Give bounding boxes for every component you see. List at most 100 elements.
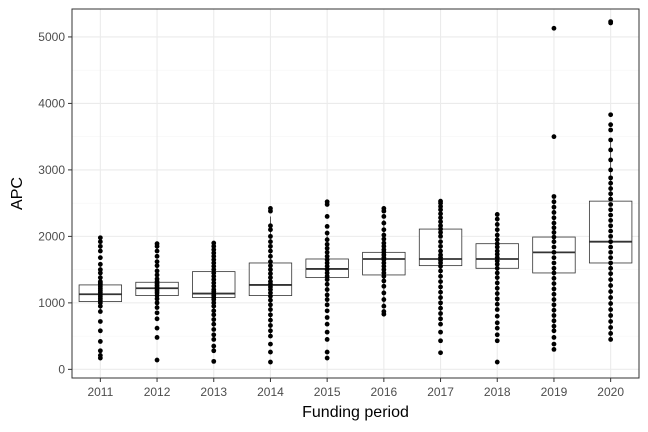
data-point [438, 215, 443, 221]
data-point [551, 255, 557, 261]
data-point [381, 206, 387, 211]
x-tick-label: 2015 [314, 385, 341, 399]
data-point [494, 285, 500, 291]
data-point [551, 210, 557, 215]
data-point [268, 227, 273, 233]
data-point [494, 275, 500, 281]
data-point [324, 237, 330, 243]
data-point [211, 270, 217, 276]
x-axis: 2011 2012 2013 2014 2015 2016 2017 2018 2019 2020 [87, 378, 624, 399]
data-point [211, 317, 217, 322]
data-point [154, 248, 160, 254]
data-point [381, 297, 387, 302]
points-2018 [494, 212, 500, 365]
data-point [494, 291, 500, 296]
data-point [551, 194, 557, 199]
data-point [438, 248, 443, 254]
data-point [211, 358, 217, 364]
data-point [551, 347, 557, 352]
data-point [211, 247, 217, 253]
data-point [381, 247, 387, 253]
data-point [494, 255, 500, 261]
data-point [268, 223, 273, 229]
data-point [608, 265, 614, 271]
data-point [438, 316, 443, 322]
data-point [268, 317, 273, 323]
data-point [608, 255, 614, 261]
data-point [608, 186, 614, 191]
data-point [608, 307, 614, 312]
data-point [608, 196, 614, 202]
data-point [438, 311, 443, 316]
x-tick-label: 2011 [87, 385, 113, 399]
data-point [154, 300, 160, 306]
data-point [268, 323, 273, 328]
data-point [438, 223, 443, 229]
y-tick-label: 2000 [38, 229, 65, 243]
data-point [551, 220, 557, 226]
data-point [154, 310, 160, 316]
data-point [551, 225, 557, 231]
data-point [608, 239, 614, 245]
data-point [608, 112, 614, 118]
data-point [381, 214, 387, 219]
data-point [97, 275, 103, 281]
data-point [211, 263, 217, 269]
data-point [608, 167, 614, 173]
data-point [438, 211, 443, 217]
y-tick-label: 3000 [38, 163, 65, 177]
data-point [551, 275, 557, 281]
data-point [608, 19, 614, 25]
data-point [438, 305, 443, 311]
data-point [211, 280, 217, 286]
data-point [438, 268, 443, 274]
data-point [268, 302, 273, 308]
data-point [551, 302, 557, 308]
data-point [97, 339, 103, 344]
data-point [381, 243, 387, 249]
data-point [551, 270, 557, 276]
data-point [324, 308, 330, 314]
data-point [324, 260, 330, 266]
data-point [494, 280, 500, 286]
points-2013 [211, 240, 217, 364]
data-point [438, 226, 443, 232]
data-point [268, 233, 273, 239]
data-point [324, 355, 330, 361]
data-point [494, 248, 500, 254]
data-point [608, 175, 614, 181]
data-point [438, 350, 443, 356]
points-2016 [381, 206, 387, 317]
data-point [154, 268, 160, 274]
data-point [438, 295, 443, 300]
data-point [608, 337, 614, 342]
data-point [494, 296, 500, 302]
data-point [608, 202, 614, 207]
data-point [494, 265, 500, 271]
data-point [608, 218, 614, 223]
data-point [211, 343, 217, 349]
data-point [381, 270, 387, 276]
data-point [97, 352, 103, 358]
data-point [551, 204, 557, 210]
data-point [211, 250, 217, 256]
point-layer [97, 19, 614, 365]
data-point [211, 253, 217, 259]
y-tick-label: 0 [58, 362, 65, 376]
data-point [438, 300, 443, 306]
data-point [608, 212, 614, 218]
data-point [324, 315, 330, 320]
data-point [211, 308, 217, 314]
data-point [608, 295, 614, 300]
data-point [268, 206, 273, 211]
data-point [324, 321, 330, 327]
data-point [324, 230, 330, 236]
data-point [381, 260, 387, 266]
x-tick-label: 2014 [257, 385, 284, 399]
data-point [324, 337, 330, 342]
data-point [494, 359, 500, 365]
data-point [438, 284, 443, 290]
data-point [494, 222, 500, 227]
data-point [608, 157, 614, 163]
